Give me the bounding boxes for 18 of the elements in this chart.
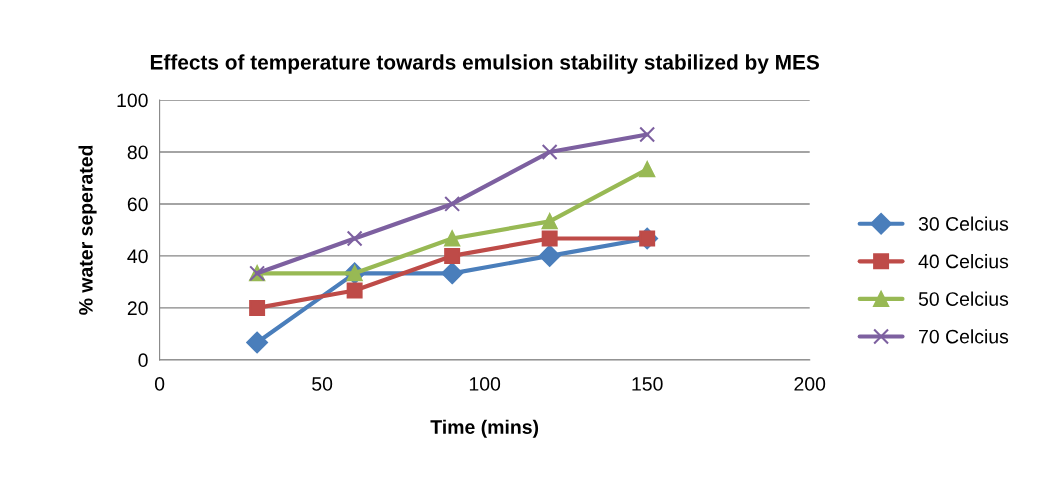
- x-axis-title: Time (mins): [430, 419, 539, 438]
- x-tick-label: 0: [154, 377, 165, 391]
- y-tick-label: 80: [127, 145, 148, 160]
- legend-label: 40 Celcius: [918, 254, 1009, 269]
- legend-label: 30 Celcius: [918, 216, 1009, 231]
- y-tick-label: 40: [127, 249, 148, 264]
- y-tick-label: 60: [127, 197, 148, 212]
- legend-label: 70 Celcius: [919, 329, 1009, 344]
- x-tick-label: 50: [312, 377, 333, 391]
- y-tick-label: 100: [117, 93, 148, 108]
- legend-label: 50 Celcius: [918, 291, 1009, 306]
- y-tick-label: 20: [127, 301, 148, 316]
- y-axis-title: % water seperated: [78, 145, 97, 315]
- x-tick-label: 100: [469, 377, 501, 391]
- chart-title: Effects of temperature towards emulsion stability stabilized by MES: [150, 54, 820, 74]
- y-tick-label: 0: [138, 353, 148, 368]
- x-tick-label: 200: [794, 377, 826, 391]
- x-tick-label: 150: [632, 377, 663, 391]
